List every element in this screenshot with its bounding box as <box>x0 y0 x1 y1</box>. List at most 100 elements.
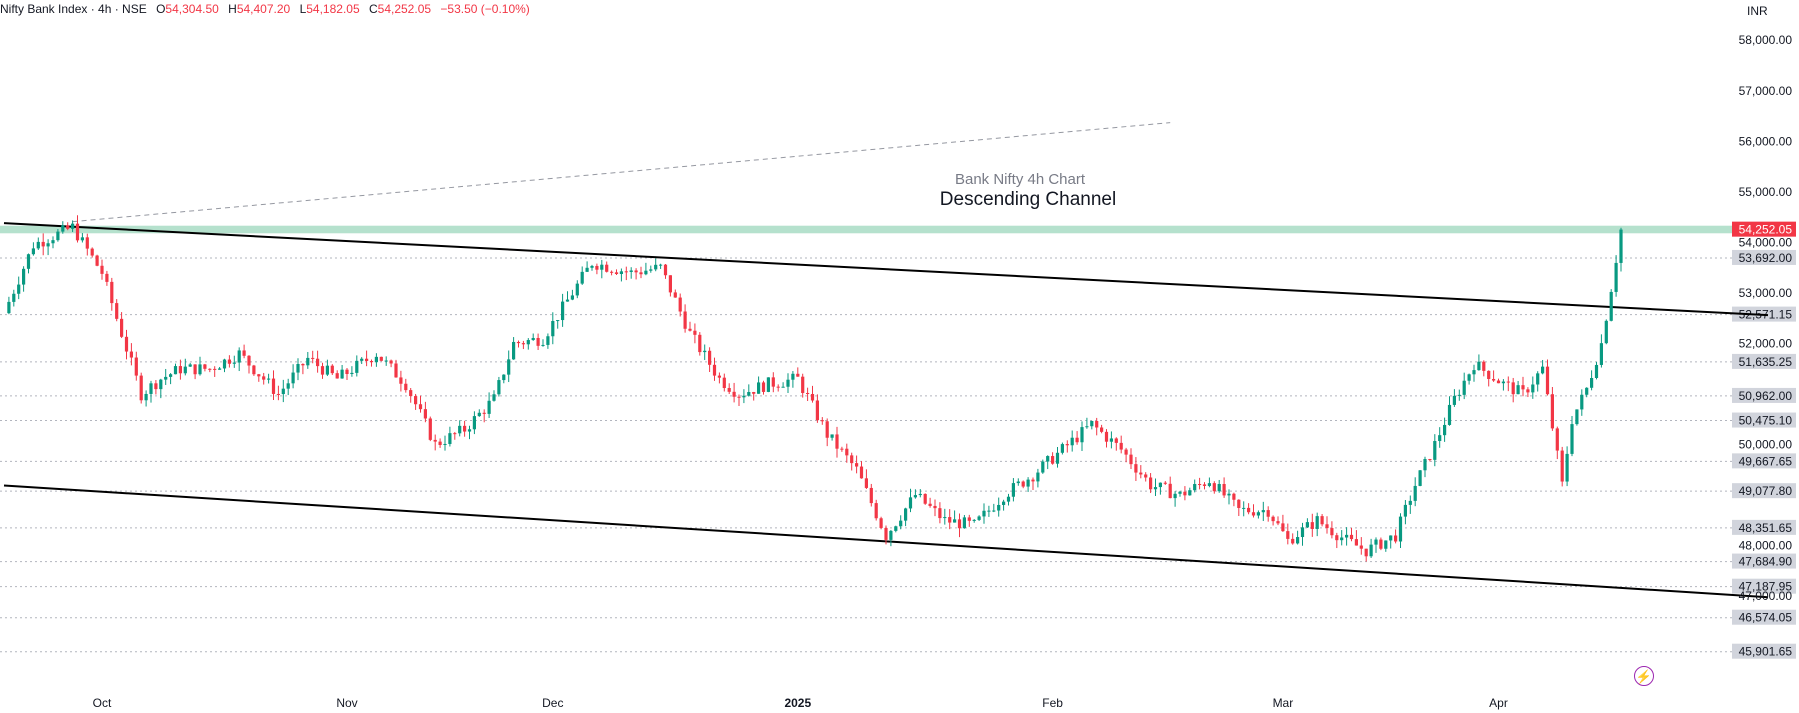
candle-body <box>438 441 442 445</box>
candle-body <box>1060 444 1064 453</box>
candle-body <box>904 508 908 521</box>
candle-body <box>463 425 467 432</box>
candle-body <box>110 281 114 304</box>
candle-body <box>1379 539 1383 549</box>
candle-body <box>516 341 521 344</box>
candle-body <box>316 358 320 367</box>
candle-body <box>791 373 795 380</box>
candle-body <box>482 412 486 414</box>
candle-body <box>796 373 800 377</box>
lightning-icon[interactable]: ⚡ <box>1634 666 1654 686</box>
candle-body <box>1055 452 1060 464</box>
candle-body <box>453 433 457 435</box>
candle-body <box>1168 483 1172 499</box>
candle-body <box>124 336 129 352</box>
candle-body <box>404 383 408 391</box>
open-label: O <box>156 2 166 16</box>
candle-body <box>1095 420 1099 428</box>
candle-body <box>1207 483 1211 486</box>
candle-body <box>1408 500 1412 505</box>
candle-body <box>1594 364 1599 378</box>
candle-body <box>561 301 565 321</box>
candle-body <box>556 320 560 322</box>
candle-body <box>448 433 452 444</box>
level-lines: 53,692.0052,571.1551,635.2550,962.0050,4… <box>0 249 1796 659</box>
candle-body <box>1291 538 1295 544</box>
candle-body <box>845 448 849 456</box>
candle-body <box>1276 521 1280 524</box>
candle-body <box>502 374 506 381</box>
candle-body <box>80 237 84 241</box>
candle-body <box>992 510 996 512</box>
level-label-box <box>1732 453 1796 469</box>
time-tick-label: 2025 <box>784 696 811 710</box>
candle-body <box>1310 522 1314 529</box>
time-tick-label: Dec <box>542 696 563 710</box>
candle-body <box>580 271 584 284</box>
price-tick-label: 55,000.00 <box>1739 185 1793 199</box>
candle-body <box>472 416 476 430</box>
candle-body <box>1487 370 1491 379</box>
candle-body <box>1349 534 1354 540</box>
candle-body <box>987 510 991 512</box>
candle-body <box>1286 531 1290 539</box>
candle-body <box>1369 544 1373 557</box>
candle-body <box>1104 431 1109 442</box>
candle-body <box>1237 499 1241 508</box>
candle-body <box>1545 366 1550 395</box>
candle-body <box>218 368 222 370</box>
candle-body <box>928 503 932 506</box>
candle-body <box>1149 477 1153 490</box>
candle-body <box>815 400 819 421</box>
candle-body <box>1418 470 1422 486</box>
candle-body <box>908 497 913 509</box>
candle-body <box>497 380 501 395</box>
candle-body <box>570 295 574 300</box>
candle-body <box>526 340 530 345</box>
price-tick-label: 53,000.00 <box>1739 286 1793 300</box>
candle-body <box>1443 424 1447 436</box>
candle-body <box>1467 374 1471 381</box>
candle-body <box>683 311 687 329</box>
candle-body <box>1153 487 1158 490</box>
candle-body <box>409 390 413 397</box>
candle-body <box>747 392 751 396</box>
candle-body <box>115 303 119 319</box>
candle-body <box>948 517 952 523</box>
candle-body <box>306 357 310 366</box>
candle-body <box>22 268 26 285</box>
candle-body <box>864 478 868 488</box>
candle-body <box>1526 389 1530 393</box>
candle-body <box>296 363 300 373</box>
candle-body <box>1119 442 1123 450</box>
level-label: 47,187.95 <box>1739 580 1793 594</box>
candle-body <box>1364 548 1368 557</box>
candle-body <box>198 364 202 375</box>
candle-body <box>1041 461 1045 473</box>
symbol-name[interactable]: Nifty Bank Index · 4h · NSE <box>0 2 147 16</box>
candle-body <box>291 372 295 384</box>
candle-body <box>1438 435 1442 442</box>
candle-body <box>551 321 555 337</box>
dashed-trend-line <box>72 122 1171 223</box>
candle-body <box>1247 507 1251 513</box>
candle-body <box>894 526 898 531</box>
level-label-box <box>1732 249 1796 265</box>
candle-body <box>1531 384 1535 393</box>
candle-body <box>1565 453 1569 482</box>
candle-body <box>232 362 236 364</box>
candle-body <box>712 364 717 376</box>
candle-body <box>1541 366 1545 374</box>
candle-body <box>1462 380 1466 395</box>
currency-label[interactable]: INR <box>1747 4 1768 18</box>
level-label-box <box>1732 483 1796 499</box>
candle-body <box>1085 426 1089 428</box>
candle-body <box>26 254 31 269</box>
resistance-band <box>0 225 1735 234</box>
level-label-box <box>1732 387 1796 403</box>
candle-body <box>1536 373 1540 385</box>
candle-body <box>105 273 109 282</box>
candle-body <box>345 369 349 374</box>
candle-body <box>1590 377 1594 388</box>
